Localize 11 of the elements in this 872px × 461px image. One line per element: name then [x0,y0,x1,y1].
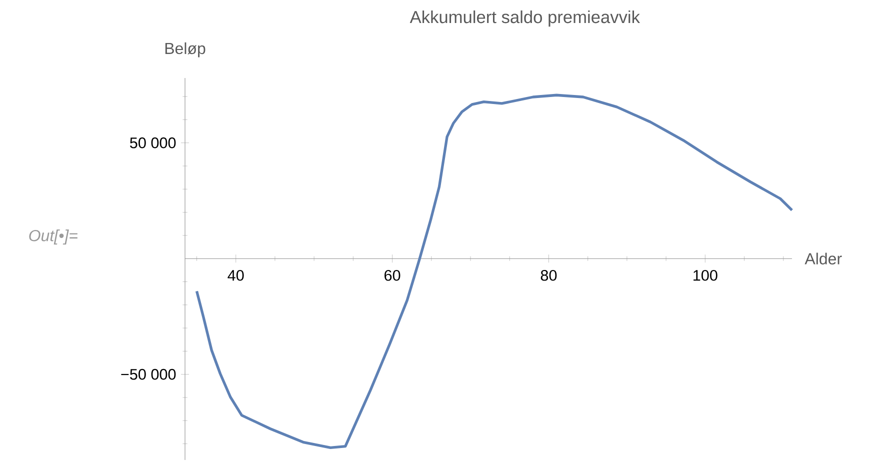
x-tick-label: 60 [384,270,400,281]
y-tick-label: −50 000 [121,368,176,380]
x-axis-title: Alder [804,252,842,264]
line-series [195,94,794,450]
chart-title: Akkumulert saldo premieavvik [410,10,640,27]
x-tick-label: 40 [228,270,244,281]
y-axis-title: Beløp [165,42,206,58]
x-tick-label: 100 [694,270,718,281]
text: Out[•]= [29,230,78,244]
x-tick-label: 80 [540,270,557,281]
y-tick-label: 50 000 [130,137,176,148]
